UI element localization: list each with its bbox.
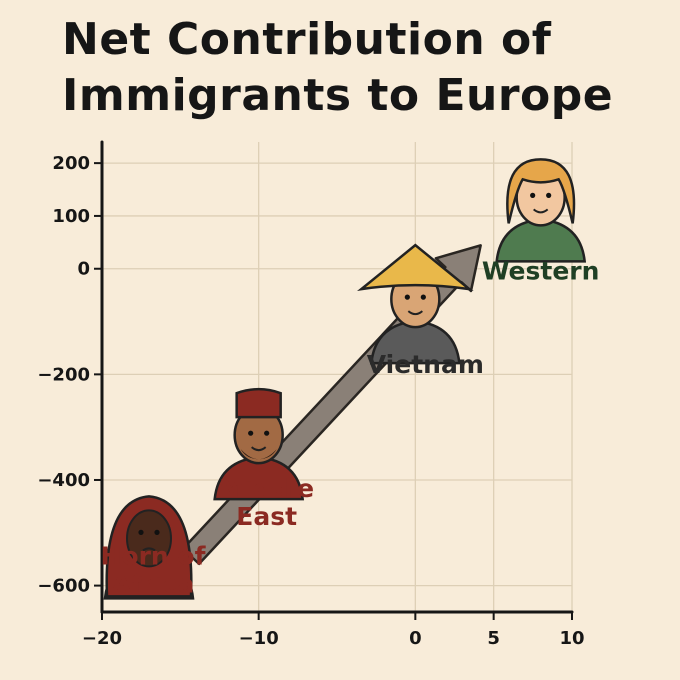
- point-marker-1: [213, 387, 305, 501]
- point-label-1-line-0: Middle: [219, 474, 314, 503]
- eye-right-3: [546, 192, 552, 198]
- beard-1: [240, 449, 277, 460]
- x-tick-label-0: −20: [82, 628, 122, 649]
- point-marker-3: [495, 158, 587, 263]
- y-tick-label-1: 100: [52, 206, 90, 227]
- point-marker-0: [103, 495, 195, 600]
- point-marker-2: [357, 243, 474, 365]
- eye-right-0: [154, 529, 160, 535]
- y-tick-label-2: 0: [77, 259, 90, 280]
- chart-title-line-1: Net Contribution of: [62, 14, 552, 65]
- point-label-3-line-0: Western: [482, 256, 600, 285]
- eye-left-0: [138, 529, 144, 535]
- chart-title: Net Contribution of Immigrants to Europe: [62, 12, 662, 124]
- chart-title-line-2: Immigrants to Europe: [62, 70, 614, 121]
- y-tick-label-3: −200: [37, 364, 90, 385]
- x-tick-label-3: 5: [487, 628, 500, 649]
- x-tick-label-1: −10: [239, 628, 279, 649]
- axis-layer: 200 100 0 −200 −400 −600 −20 −10 0 5 10: [37, 140, 585, 649]
- person-face-0: [126, 509, 172, 568]
- mouth-3: [533, 208, 549, 214]
- x-tick-label-2: 0: [409, 628, 422, 649]
- mouth-0: [142, 547, 156, 552]
- eye-left-1: [248, 430, 254, 436]
- x-tick-label-4: 10: [559, 628, 584, 649]
- conical-hat-2: [357, 243, 474, 292]
- y-tick-label-4: −400: [37, 470, 90, 491]
- y-tick-label-0: 200: [52, 153, 90, 174]
- eye-left-2: [404, 294, 410, 300]
- point-label-1-line-1: East: [236, 502, 297, 531]
- eye-right-2: [420, 294, 426, 300]
- blonde-hair-3: [506, 158, 576, 224]
- fez-hat-1: [235, 387, 282, 419]
- eye-left-3: [530, 192, 536, 198]
- eye-right-1: [264, 430, 270, 436]
- mouth-2: [407, 310, 423, 316]
- point-label-0-line-0: Horn of: [101, 541, 207, 570]
- point-label-2-line-0: Vietnam: [367, 350, 484, 379]
- point-label-0-line-1: Africa: [112, 569, 195, 598]
- mouth-1: [251, 446, 267, 452]
- y-tick-label-5: −600: [37, 576, 90, 597]
